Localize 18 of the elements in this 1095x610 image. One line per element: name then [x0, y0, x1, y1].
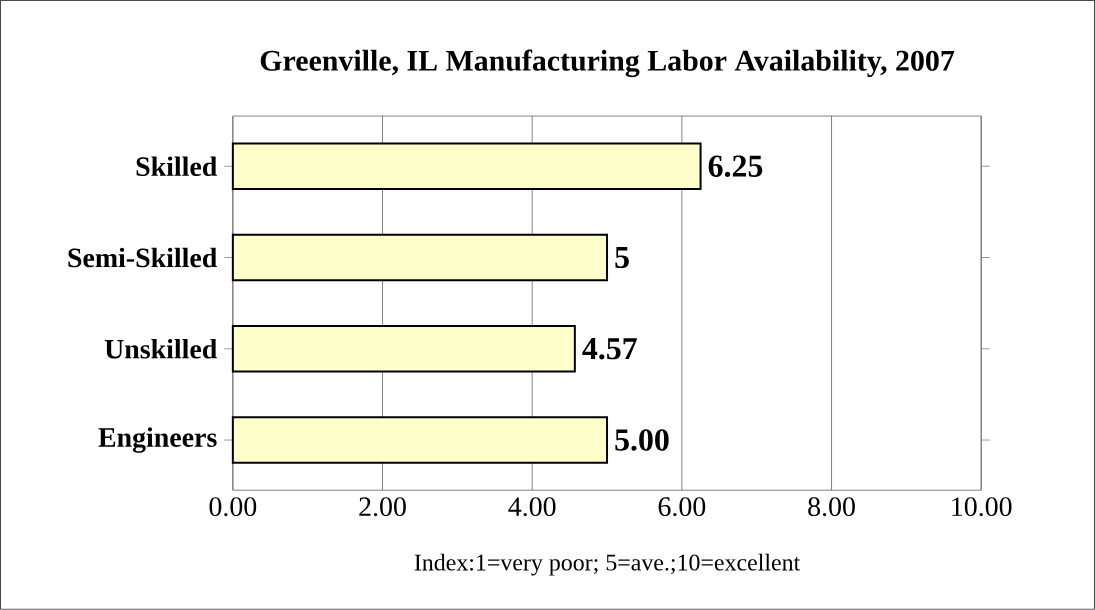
x-tick-label: 8.00	[808, 497, 855, 517]
chart-title: Greenville, IL Manufacturing Labor Availability, 2007	[260, 49, 955, 78]
y-tick-label: Skilled	[136, 156, 218, 177]
bar	[231, 234, 609, 282]
data-label: 5	[615, 247, 629, 269]
x-tick-label: 0.00	[209, 497, 257, 517]
data-label: 4.57	[582, 338, 637, 360]
y-tick-label: Engineers	[98, 427, 217, 453]
x-tick-label: 6.00	[658, 497, 706, 517]
data-label: 6.25	[708, 155, 763, 178]
x-tick-label: 10.00	[952, 497, 1012, 517]
x-tick-label: 2.00	[359, 497, 406, 517]
bar	[231, 325, 576, 373]
x-tick-label: 4.00	[508, 497, 556, 517]
x-axis-title: Index:1=very poor; 5=ave.;10=excellent	[414, 553, 801, 576]
y-tick-label: Unskilled	[104, 339, 218, 359]
data-label: 5.00	[615, 429, 669, 452]
y-tick-label: Semi-Skilled	[68, 247, 218, 268]
